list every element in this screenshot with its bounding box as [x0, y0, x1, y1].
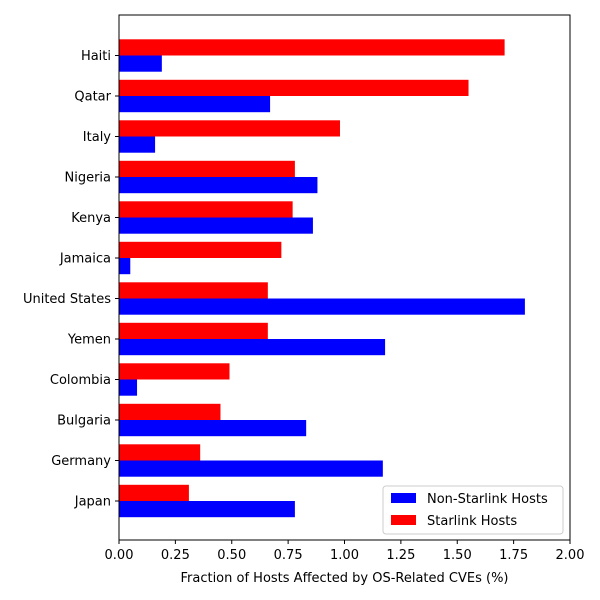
bar-non-starlink-united-states	[119, 298, 525, 315]
y-tick-label: Jamaica	[59, 252, 111, 267]
bar-starlink-kenya	[119, 201, 293, 218]
bar-starlink-nigeria	[119, 160, 295, 177]
bar-starlink-haiti	[119, 39, 505, 56]
bar-non-starlink-bulgaria	[119, 420, 307, 437]
bar-starlink-bulgaria	[119, 403, 221, 420]
bar-non-starlink-haiti	[119, 55, 162, 72]
y-tick-label: United States	[23, 292, 111, 307]
bar-non-starlink-colombia	[119, 379, 138, 396]
bar-starlink-qatar	[119, 79, 469, 96]
x-tick-label: 0.00	[105, 548, 134, 563]
bar-starlink-united-states	[119, 282, 268, 299]
bar-non-starlink-italy	[119, 136, 156, 153]
bar-starlink-italy	[119, 120, 340, 137]
legend-swatch-starlink	[391, 515, 416, 525]
y-tick-label: Colombia	[50, 373, 111, 388]
bar-non-starlink-japan	[119, 501, 295, 518]
legend: Non-Starlink Hosts Starlink Hosts	[382, 485, 564, 535]
legend-label-starlink: Starlink Hosts	[427, 514, 517, 529]
x-axis-ticks: 0.00 0.25 0.50 0.75 1.00 1.25 1.50 1.75 2.00	[105, 540, 585, 563]
bar-starlink-germany	[119, 444, 201, 461]
x-tick-label: 0.25	[161, 548, 190, 563]
y-tick-label: Italy	[83, 130, 112, 145]
x-tick-label: 1.25	[386, 548, 415, 563]
bars-group	[119, 39, 525, 518]
y-tick-label: Japan	[74, 495, 111, 510]
x-tick-label: 0.75	[274, 548, 303, 563]
y-axis-ticks: Haiti Qatar Italy Nigeria Kenya Jamaica United…	[23, 49, 119, 510]
bar-starlink-jamaica	[119, 241, 282, 258]
x-tick-label: 1.75	[499, 548, 528, 563]
legend-frame	[382, 485, 564, 535]
legend-label-non-starlink: Non-Starlink Hosts	[427, 492, 548, 507]
y-tick-label: Nigeria	[64, 171, 111, 186]
x-tick-label: 0.50	[217, 548, 246, 563]
y-tick-label: Haiti	[81, 49, 111, 64]
y-tick-label: Germany	[51, 454, 111, 469]
bar-non-starlink-qatar	[119, 96, 271, 113]
y-tick-label: Qatar	[74, 90, 111, 105]
y-tick-label: Bulgaria	[57, 414, 111, 429]
bar-starlink-japan	[119, 484, 189, 501]
y-tick-label: Yemen	[67, 333, 111, 348]
x-tick-label: 1.50	[443, 548, 472, 563]
y-tick-label: Kenya	[71, 211, 111, 226]
bar-starlink-yemen	[119, 322, 268, 339]
bar-non-starlink-nigeria	[119, 177, 318, 194]
bar-non-starlink-yemen	[119, 339, 386, 356]
x-tick-label: 2.00	[556, 548, 585, 563]
x-axis-label: Fraction of Hosts Affected by OS-Related…	[180, 571, 508, 586]
legend-swatch-non-starlink	[391, 493, 416, 503]
bar-non-starlink-kenya	[119, 217, 313, 234]
x-tick-label: 1.00	[330, 548, 359, 563]
bar-non-starlink-germany	[119, 460, 383, 477]
bar-starlink-colombia	[119, 363, 230, 380]
bar-non-starlink-jamaica	[119, 258, 131, 275]
plot-frame	[118, 14, 571, 541]
